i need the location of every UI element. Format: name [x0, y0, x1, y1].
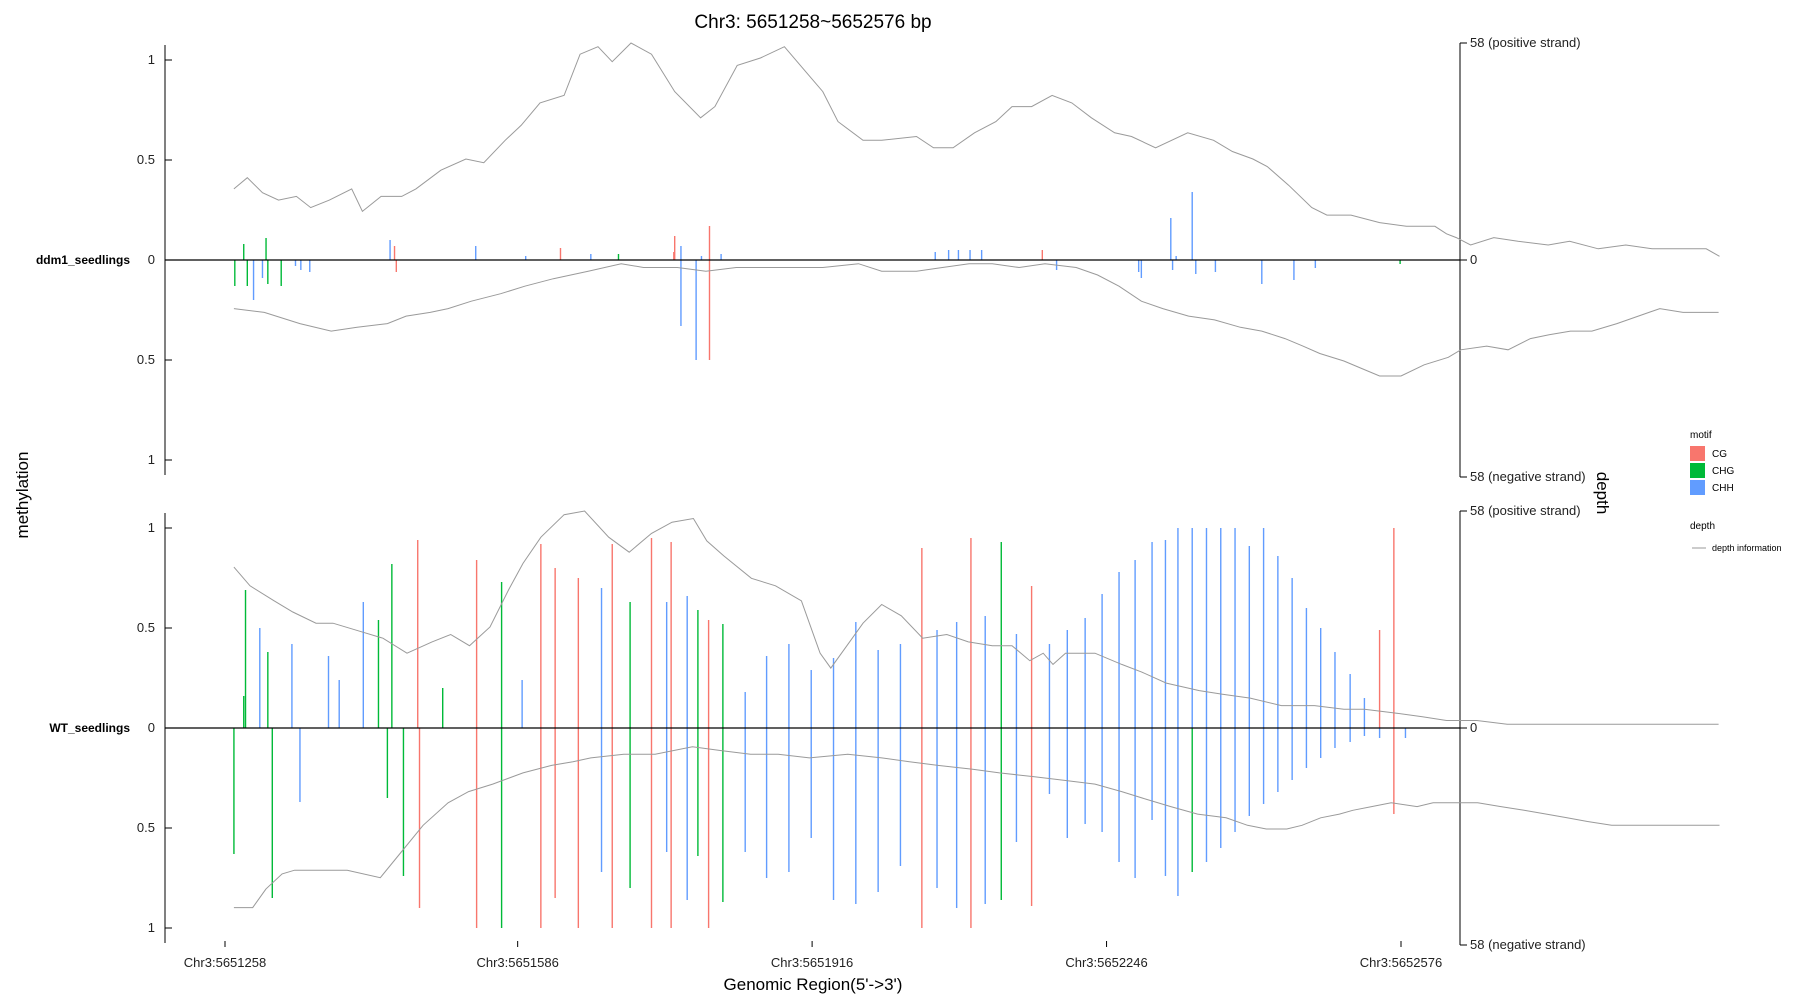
legend-label-chg: CHG — [1712, 466, 1734, 477]
y-tick-label: 0.5 — [137, 620, 155, 635]
depth-line-positive — [233, 510, 1719, 725]
depth-line-positive — [233, 42, 1720, 257]
y-axis-title: methylation — [13, 452, 32, 539]
x-axis: Chr3:5651258 Chr3:5651586 Chr3:5651916 Chr3… — [184, 941, 1442, 970]
x-axis-title: Genomic Region(5'->3') — [724, 975, 903, 994]
depth-line-negative — [233, 746, 1720, 909]
y-tick-label: 0.5 — [137, 152, 155, 167]
depth-line-negative — [233, 263, 1719, 377]
panel-ddm1_seedlings: 1 0.5 0 0.5 1 58 (positive strand) 0 58 (negati… — [36, 35, 1720, 484]
y-tick-label: 1 — [148, 920, 155, 935]
x-tick-label: Chr3:5652576 — [1360, 955, 1442, 970]
x-tick-label: Chr3:5651916 — [771, 955, 853, 970]
legend-swatch-chh — [1690, 480, 1705, 495]
panels-layer: 1 0.5 0 0.5 1 58 (positive strand) 0 58 (negati… — [36, 35, 1720, 952]
legend-swatch-cg — [1690, 446, 1705, 461]
panel-WT_seedlings: 1 0.5 0 0.5 1 58 (positive strand) 0 58 (negati… — [49, 503, 1720, 952]
y2-axis-title: depth — [1593, 472, 1612, 515]
x-tick-label: Chr3:5651258 — [184, 955, 266, 970]
legend-swatch-chg — [1690, 463, 1705, 478]
panel-label: ddm1_seedlings — [36, 253, 130, 267]
legend-depth-title: depth — [1690, 521, 1715, 532]
x-tick-label: Chr3:5651586 — [476, 955, 558, 970]
y-tick-label: 0.5 — [137, 820, 155, 835]
panel-label: WT_seedlings — [49, 721, 130, 735]
legend-label-cg: CG — [1712, 449, 1727, 460]
depth-tick-label: 58 (negative strand) — [1470, 469, 1586, 484]
legend-label-chh: CHH — [1712, 483, 1734, 494]
y-tick-label: 0 — [148, 252, 155, 267]
y-tick-label: 0.5 — [137, 352, 155, 367]
legend-motif-title: motif — [1690, 430, 1712, 441]
chart-title: Chr3: 5651258~5652576 bp — [694, 12, 931, 33]
depth-tick-label: 58 (negative strand) — [1470, 937, 1586, 952]
depth-tick-label: 0 — [1470, 720, 1477, 735]
legend-depth-label: depth information — [1712, 543, 1782, 553]
y-tick-label: 1 — [148, 52, 155, 67]
depth-tick-label: 0 — [1470, 252, 1477, 267]
y-tick-label: 0 — [148, 720, 155, 735]
depth-tick-label: 58 (positive strand) — [1470, 35, 1581, 50]
x-tick-label: Chr3:5652246 — [1065, 955, 1147, 970]
y-tick-label: 1 — [148, 520, 155, 535]
depth-tick-label: 58 (positive strand) — [1470, 503, 1581, 518]
y-tick-label: 1 — [148, 452, 155, 467]
